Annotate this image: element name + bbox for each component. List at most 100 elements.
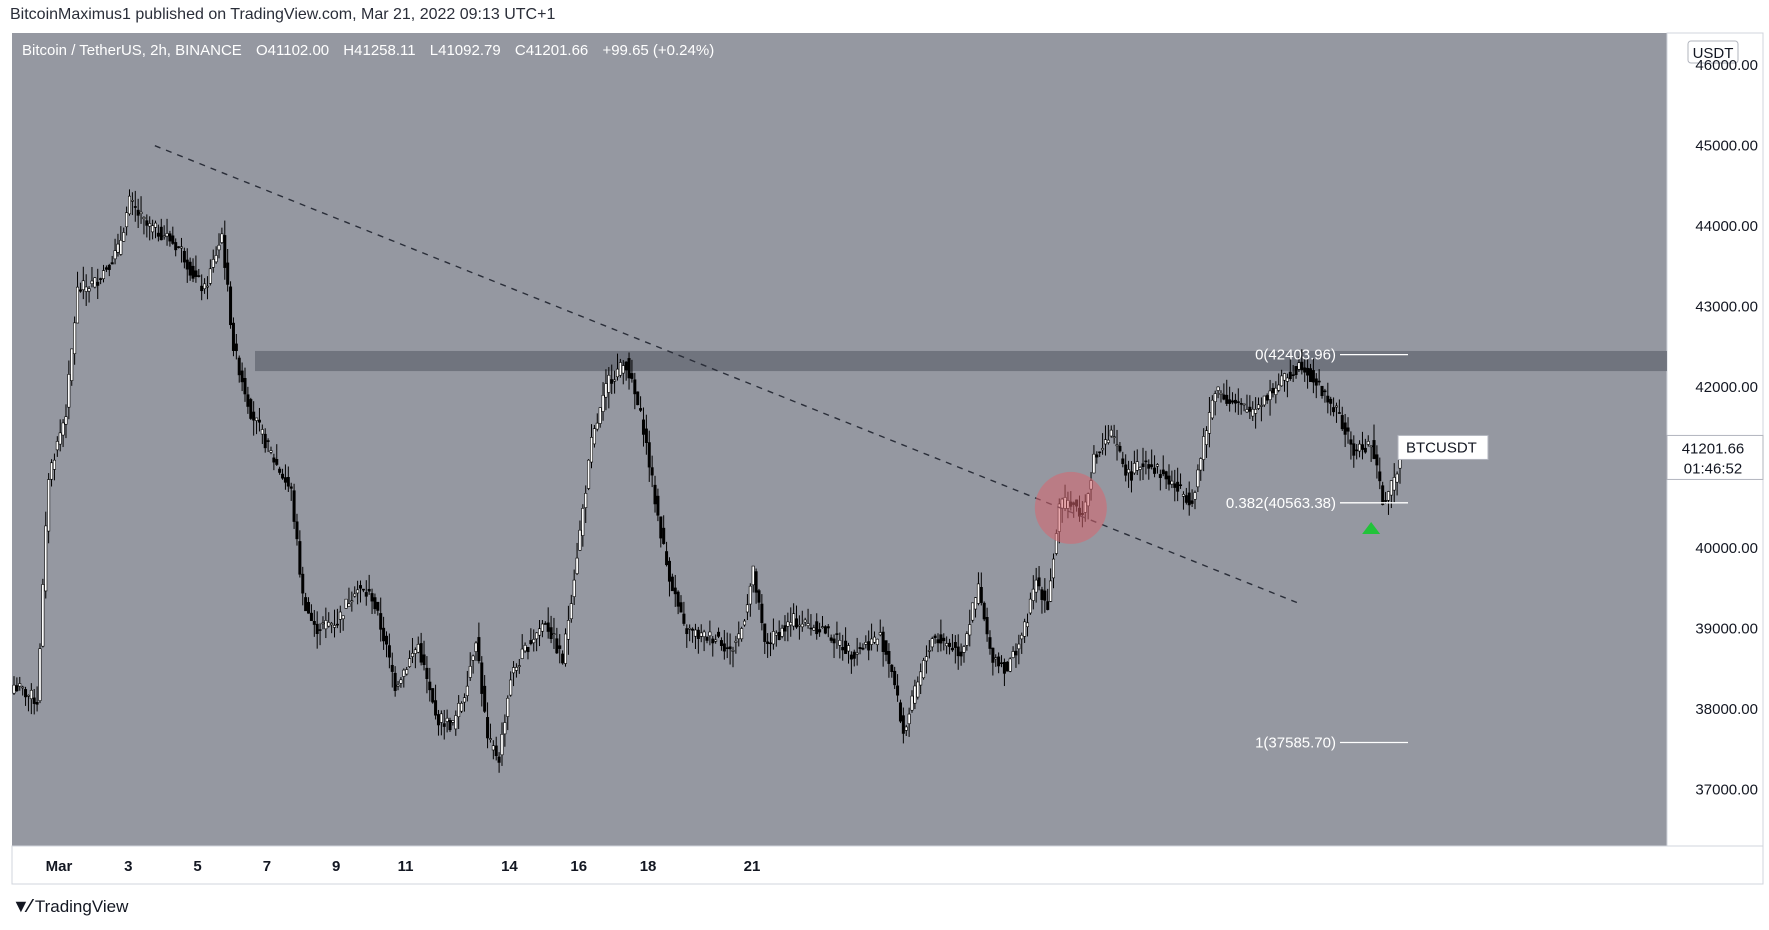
candle-body: [953, 642, 957, 648]
date-axis-ticks: Mar 3 5 7 9 11 14 16 18 21: [46, 858, 761, 875]
support-arrow-icon: [1362, 522, 1381, 535]
candle-body: [673, 587, 677, 595]
candle-body: [1254, 409, 1258, 414]
candle-body: [73, 322, 77, 355]
candle-body: [1000, 662, 1004, 665]
candle-body: [283, 477, 287, 483]
candle-body: [644, 428, 648, 443]
candle-body: [396, 684, 400, 687]
candle-body: [226, 262, 230, 285]
legend-close: 41201.66: [526, 42, 589, 59]
candle-body: [494, 745, 498, 757]
candle-body: [234, 343, 238, 352]
candle-body: [1219, 392, 1223, 395]
candle-body: [933, 635, 937, 639]
candle-body: [298, 541, 302, 575]
candle-body: [820, 626, 824, 628]
candle-body: [379, 613, 383, 630]
candle-body: [1202, 436, 1206, 460]
candle-body: [384, 635, 388, 645]
candle-body: [38, 648, 42, 701]
candle-body: [286, 477, 290, 487]
candle-body: [200, 285, 204, 292]
candle-body: [474, 642, 478, 652]
candle-body: [21, 686, 25, 689]
candle-body: [743, 620, 747, 626]
candle-body: [1277, 384, 1281, 391]
candle-body: [1052, 558, 1056, 579]
candle-body: [647, 442, 651, 468]
legend-high-label: H: [343, 42, 354, 59]
footer: ▼⁄ TradingView: [12, 896, 128, 917]
candle-body: [667, 560, 671, 582]
candle-body: [1228, 399, 1232, 404]
candle-body: [81, 280, 85, 290]
candle-body: [676, 591, 680, 607]
candle-body: [318, 629, 322, 631]
candle-body: [884, 640, 888, 655]
candle-body: [451, 720, 455, 723]
candle-body: [766, 641, 770, 644]
candle-body: [506, 697, 510, 717]
date-tick-label: 7: [263, 858, 271, 875]
candle-body: [269, 450, 273, 453]
candle-body: [737, 633, 741, 640]
candle-body: [1231, 400, 1235, 403]
candle-body: [754, 571, 758, 593]
legend-open-label: O: [256, 42, 268, 59]
candle-body: [15, 685, 19, 692]
candle-body: [361, 588, 365, 591]
candle-body: [994, 657, 998, 660]
candle-body: [705, 636, 709, 641]
candle-body: [1023, 621, 1027, 637]
candle-body: [526, 647, 530, 653]
candle-body: [1239, 403, 1243, 405]
candle-body: [1334, 405, 1338, 408]
candle-body: [552, 633, 556, 635]
candle-body: [477, 637, 481, 662]
candle-body: [460, 702, 464, 712]
candle-body: [1274, 387, 1278, 395]
candle-body: [439, 713, 443, 723]
candle-body: [529, 640, 533, 645]
candle-body: [864, 642, 868, 645]
candle-body: [1271, 387, 1275, 394]
candle-body: [624, 361, 628, 371]
candle-body: [87, 288, 91, 292]
candle-body: [630, 373, 634, 379]
candle-body: [610, 379, 614, 384]
candle-body: [1199, 458, 1203, 471]
candle-body: [1222, 394, 1226, 400]
candle-body: [387, 645, 391, 658]
date-tick-label: 16: [570, 858, 587, 875]
date-tick-label: 18: [640, 858, 657, 875]
candle-body: [237, 357, 241, 376]
candle-body: [431, 688, 435, 703]
candle-body: [1017, 643, 1021, 650]
fib-level-1-label: 1(37585.70): [1255, 735, 1336, 752]
candle-body: [436, 714, 440, 726]
candle-body: [1346, 427, 1350, 432]
candle-body: [823, 626, 827, 634]
candle-body: [263, 433, 267, 449]
candle-body: [382, 627, 386, 642]
candle-body: [78, 289, 82, 292]
candle-body: [1381, 485, 1385, 505]
candle-body: [662, 527, 666, 544]
candle-body: [685, 628, 689, 635]
candle-body: [347, 603, 351, 607]
candle-body: [61, 422, 65, 436]
currency-badge-box[interactable]: [1687, 40, 1739, 64]
candle-body: [803, 619, 807, 623]
candle-body: [910, 695, 914, 711]
candle-body: [621, 365, 625, 374]
candle-body: [927, 650, 931, 652]
candle-body: [116, 243, 120, 253]
candle-body: [976, 583, 980, 604]
candle-body: [945, 643, 949, 647]
candle-body: [948, 642, 952, 647]
candle-body: [1106, 439, 1110, 443]
candle-body: [688, 627, 692, 630]
resistance-zone: [255, 350, 1667, 372]
